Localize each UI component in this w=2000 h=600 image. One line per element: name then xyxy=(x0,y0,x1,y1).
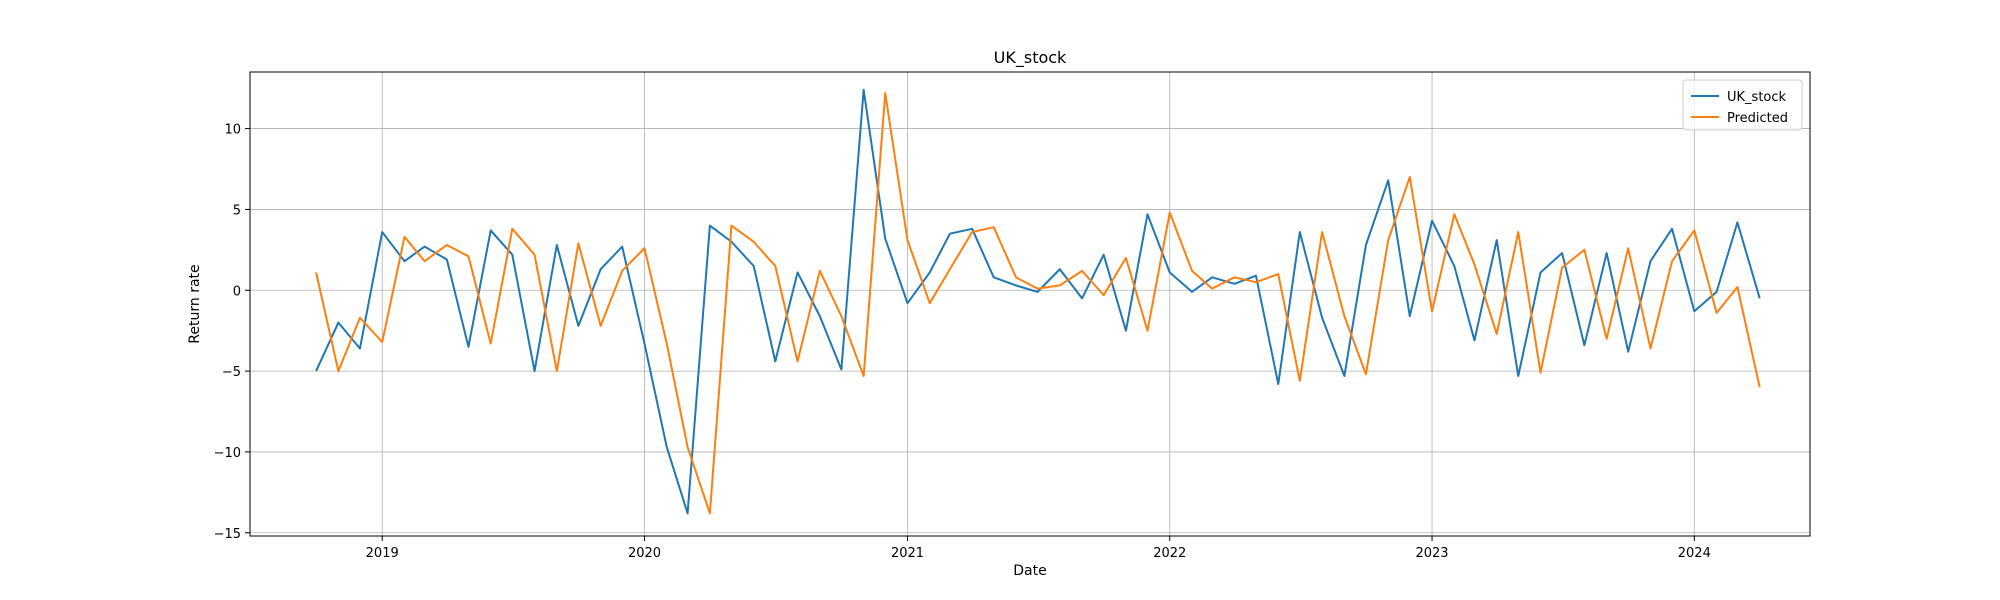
y-tick-label: 5 xyxy=(233,203,241,218)
plot-frame xyxy=(249,71,1811,537)
x-tick-label: 2024 xyxy=(1678,546,1711,561)
x-tick-label: 2022 xyxy=(1153,546,1186,561)
series-line-uk-stock xyxy=(315,88,1761,515)
legend: UK_stock Predicted xyxy=(1682,79,1803,131)
x-tick-label: 2019 xyxy=(366,546,399,561)
axis-ticks: 2019 2020 2021 2022 2023 2024 −15 −10 −5 0 5 10 xyxy=(214,123,1711,561)
series-lines xyxy=(315,88,1761,515)
y-tick-label: −10 xyxy=(214,446,241,461)
x-tick-label: 2021 xyxy=(891,546,924,561)
x-axis-title: Date xyxy=(1013,563,1046,579)
x-tick-label: 2020 xyxy=(628,546,661,561)
y-tick-label: −15 xyxy=(214,527,241,542)
legend-label-uk-stock: UK_stock xyxy=(1727,90,1787,105)
y-tick-label: 0 xyxy=(233,284,241,299)
y-tick-label: 10 xyxy=(224,123,241,138)
chart-title: UK_stock xyxy=(994,48,1067,68)
legend-label-predicted: Predicted xyxy=(1727,111,1788,126)
y-tick-label: −5 xyxy=(222,365,241,380)
series-line-predicted xyxy=(315,92,1761,515)
x-tick-label: 2023 xyxy=(1415,546,1448,561)
y-axis-title: Return rate xyxy=(187,264,203,343)
